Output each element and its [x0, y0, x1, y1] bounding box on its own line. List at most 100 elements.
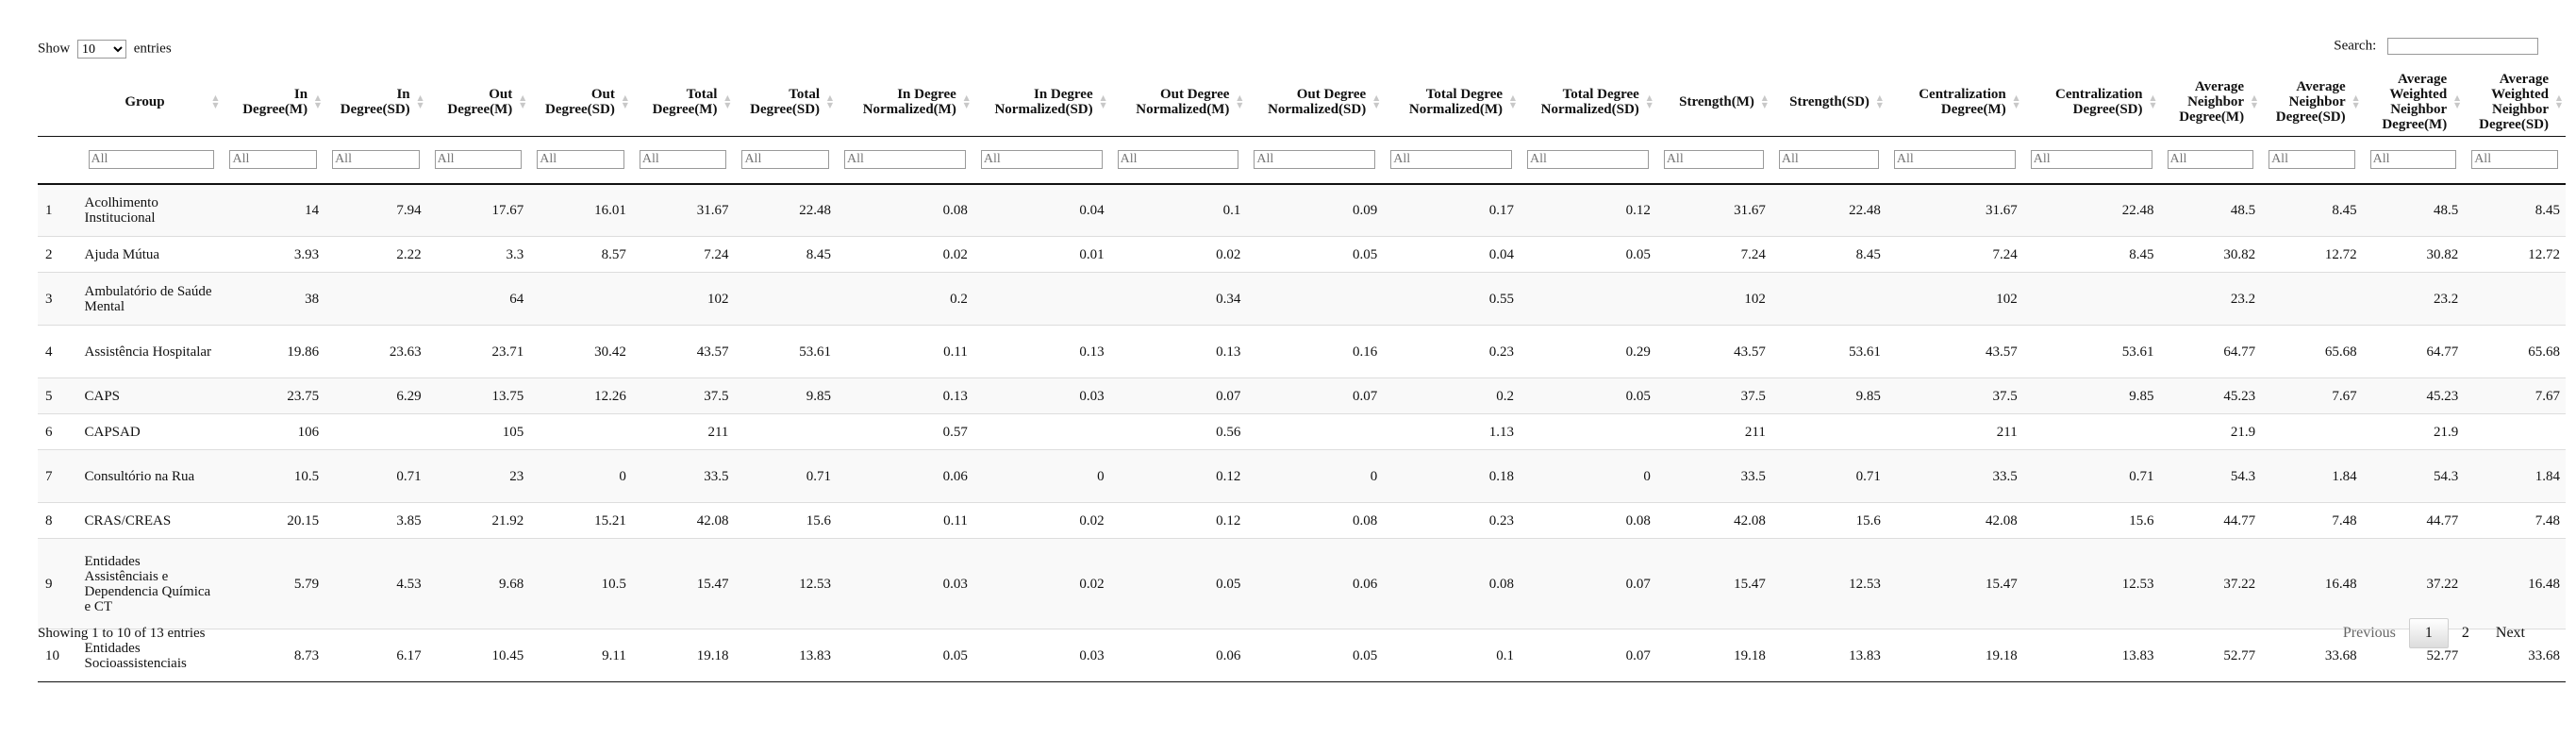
sort-arrows-icon[interactable]: ▲ ▼ — [2352, 93, 2359, 109]
value-cell: 8.45 — [2464, 183, 2566, 237]
search-input[interactable] — [2387, 38, 2538, 55]
column-header[interactable]: Out Degree Normalized(SD) ▲ ▼ — [1246, 68, 1384, 137]
sort-arrows-icon[interactable]: ▲ ▼ — [1876, 93, 1883, 109]
table-row[interactable]: 1 Acolhimento Institucional 14 7.94 17.67 16.… — [38, 183, 2566, 237]
next-page-button[interactable]: Next — [2495, 625, 2525, 641]
entries-select[interactable]: 10 — [76, 40, 126, 59]
column-header[interactable]: In Degree Normalized(M) ▲ ▼ — [837, 68, 973, 137]
value-cell: 37.22 — [2362, 538, 2465, 629]
column-header[interactable]: In Degree Normalized(SD) ▲ ▼ — [972, 68, 1110, 137]
value-cell: 0 — [1520, 449, 1656, 503]
sort-arrows-icon[interactable]: ▲ ▼ — [724, 93, 731, 109]
column-filter-input[interactable] — [2471, 150, 2558, 170]
column-header[interactable]: Average Weighted Neighbor Degree(M) ▲ ▼ — [2362, 68, 2465, 137]
value-cell: 44.77 — [2362, 502, 2465, 539]
column-filter-input[interactable] — [844, 150, 966, 170]
value-cell: 2.22 — [324, 236, 427, 273]
table-body: 1 Acolhimento Institucional 14 7.94 17.67 16.… — [38, 183, 2566, 682]
value-cell: 1.84 — [2261, 449, 2363, 503]
value-cell: 0.05 — [1246, 629, 1384, 682]
sort-arrows-icon[interactable]: ▲ ▼ — [520, 93, 526, 109]
column-filter-input[interactable] — [434, 150, 523, 170]
column-filter-input[interactable] — [639, 150, 727, 170]
value-cell: 33.5 — [631, 449, 735, 503]
table-row[interactable]: 5 CAPS 23.75 6.29 13.75 12.26 37.5 9.85 0.13 0.03… — [38, 378, 2566, 414]
column-header[interactable]: Total Degree(SD) ▲ ▼ — [734, 68, 838, 137]
previous-page-button[interactable]: Previous — [2342, 625, 2396, 641]
column-header[interactable]: Centralization Degree(SD) ▲ ▼ — [2022, 68, 2160, 137]
column-filter-input[interactable] — [2369, 150, 2457, 170]
column-header[interactable]: Out Degree(M) ▲ ▼ — [426, 68, 530, 137]
group-cell: CRAS/CREAS — [80, 502, 223, 539]
column-header[interactable]: Average Neighbor Degree(M) ▲ ▼ — [2159, 68, 2262, 137]
filter-cell — [972, 136, 1110, 185]
sort-arrows-icon[interactable]: ▲ ▼ — [963, 93, 970, 109]
column-filter-input[interactable] — [332, 150, 420, 170]
column-filter-input[interactable] — [980, 150, 1103, 170]
value-cell: 0.12 — [1109, 449, 1247, 503]
column-header[interactable]: Average Weighted Neighbor Degree(SD) ▲ ▼ — [2464, 68, 2566, 137]
column-header[interactable]: Strength(SD) ▲ ▼ — [1770, 68, 1886, 137]
column-filter-input[interactable] — [1663, 150, 1764, 170]
sort-arrows-icon[interactable]: ▲ ▼ — [2454, 93, 2461, 109]
sort-arrows-icon[interactable]: ▲ ▼ — [1373, 93, 1380, 109]
table-row[interactable]: 10 Entidades Socioassistenciais 8.73 6.17 10… — [38, 629, 2566, 682]
sort-arrows-icon[interactable]: ▲ ▼ — [2150, 93, 2156, 109]
table-row[interactable]: 3 Ambulatório de Saúde Mental 38 64 102 0.2 0.… — [38, 272, 2566, 326]
column-header-label: Total Degree(M) — [652, 87, 718, 117]
sort-arrows-icon[interactable]: ▲ ▼ — [2251, 93, 2258, 109]
column-header[interactable]: Average Neighbor Degree(SD) ▲ ▼ — [2261, 68, 2363, 137]
column-header[interactable]: Total Degree(M) ▲ ▼ — [631, 68, 735, 137]
column-filter-input[interactable] — [1390, 150, 1513, 170]
column-filter-input[interactable] — [1778, 150, 1879, 170]
table-row[interactable]: 4 Assistência Hospitalar 19.86 23.63 23.71 30… — [38, 325, 2566, 378]
column-filter-input[interactable] — [88, 150, 215, 170]
column-header[interactable]: In Degree(M) ▲ ▼ — [222, 68, 325, 137]
table-row[interactable]: 9 Entidades Assistênciais e Dependencia Q… — [38, 538, 2566, 629]
table-row[interactable]: 7 Consultório na Rua 10.5 0.71 23 0 33.5 0.71 0.… — [38, 449, 2566, 503]
column-header[interactable]: Out Degree(SD) ▲ ▼ — [529, 68, 632, 137]
column-header[interactable]: In Degree(SD) ▲ ▼ — [324, 68, 427, 137]
value-cell: 65.68 — [2261, 325, 2363, 378]
column-filter-input[interactable] — [537, 150, 624, 170]
column-filter-input[interactable] — [2030, 150, 2152, 170]
column-header[interactable]: Centralization Degree(M) ▲ ▼ — [1886, 68, 2023, 137]
value-cell: 0.09 — [1246, 183, 1384, 237]
column-header[interactable]: Group ▲ ▼ — [80, 68, 223, 137]
value-cell: 0.11 — [837, 325, 973, 378]
sort-arrows-icon[interactable]: ▲ ▼ — [1237, 93, 1243, 109]
sort-arrows-icon[interactable]: ▲ ▼ — [622, 93, 628, 109]
column-filter-input[interactable] — [1117, 150, 1239, 170]
column-filter-input[interactable] — [2269, 150, 2355, 170]
sort-arrows-icon[interactable]: ▲ ▼ — [1509, 93, 1517, 109]
sort-arrows-icon[interactable]: ▲ ▼ — [314, 93, 322, 109]
sort-arrows-icon[interactable]: ▲ ▼ — [2555, 93, 2562, 109]
page-number-button[interactable]: 1 — [2408, 618, 2449, 648]
column-filter-input[interactable] — [741, 150, 830, 170]
column-header[interactable]: Out Degree Normalized(M) ▲ ▼ — [1109, 68, 1247, 137]
value-cell: 0.13 — [1109, 325, 1247, 378]
column-header[interactable]: Total Degree Normalized(M) ▲ ▼ — [1383, 68, 1521, 137]
column-header[interactable]: Strength(M) ▲ ▼ — [1655, 68, 1771, 137]
column-filter-input[interactable] — [2167, 150, 2254, 170]
page-number-button[interactable]: 2 — [2461, 625, 2469, 641]
sort-arrows-icon[interactable]: ▲ ▼ — [826, 93, 834, 109]
sort-arrows-icon[interactable]: ▲ ▼ — [2013, 93, 2019, 109]
value-cell: 9.85 — [1770, 378, 1886, 414]
sort-arrows-icon[interactable]: ▲ ▼ — [1761, 93, 1768, 109]
column-filter-input[interactable] — [229, 150, 318, 170]
column-filter-input[interactable] — [1893, 150, 2016, 170]
value-cell: 0.23 — [1383, 502, 1521, 539]
sort-arrows-icon[interactable]: ▲ ▼ — [1100, 93, 1106, 109]
column-header[interactable]: Total Degree Normalized(SD) ▲ ▼ — [1520, 68, 1656, 137]
column-filter-input[interactable] — [1527, 150, 1649, 170]
sort-arrows-icon[interactable]: ▲ ▼ — [1646, 93, 1653, 109]
table-row[interactable]: 2 Ajuda Mútua 3.93 2.22 3.3 8.57 7.24 8.45 0.02 0… — [38, 236, 2566, 273]
column-filter-input[interactable] — [1254, 150, 1376, 170]
sort-arrows-icon[interactable]: ▲ ▼ — [417, 93, 424, 109]
column-header-label: Out Degree(SD) — [544, 87, 615, 117]
sort-arrows-icon[interactable]: ▲ ▼ — [212, 93, 219, 109]
table-row[interactable]: 6 CAPSAD 106 105 211 0.57 0.56 1.13 211 211 21.9 21… — [38, 413, 2566, 450]
filter-cell — [631, 136, 735, 185]
table-row[interactable]: 8 CRAS/CREAS 20.15 3.85 21.92 15.21 42.08 15.6 0… — [38, 502, 2566, 539]
